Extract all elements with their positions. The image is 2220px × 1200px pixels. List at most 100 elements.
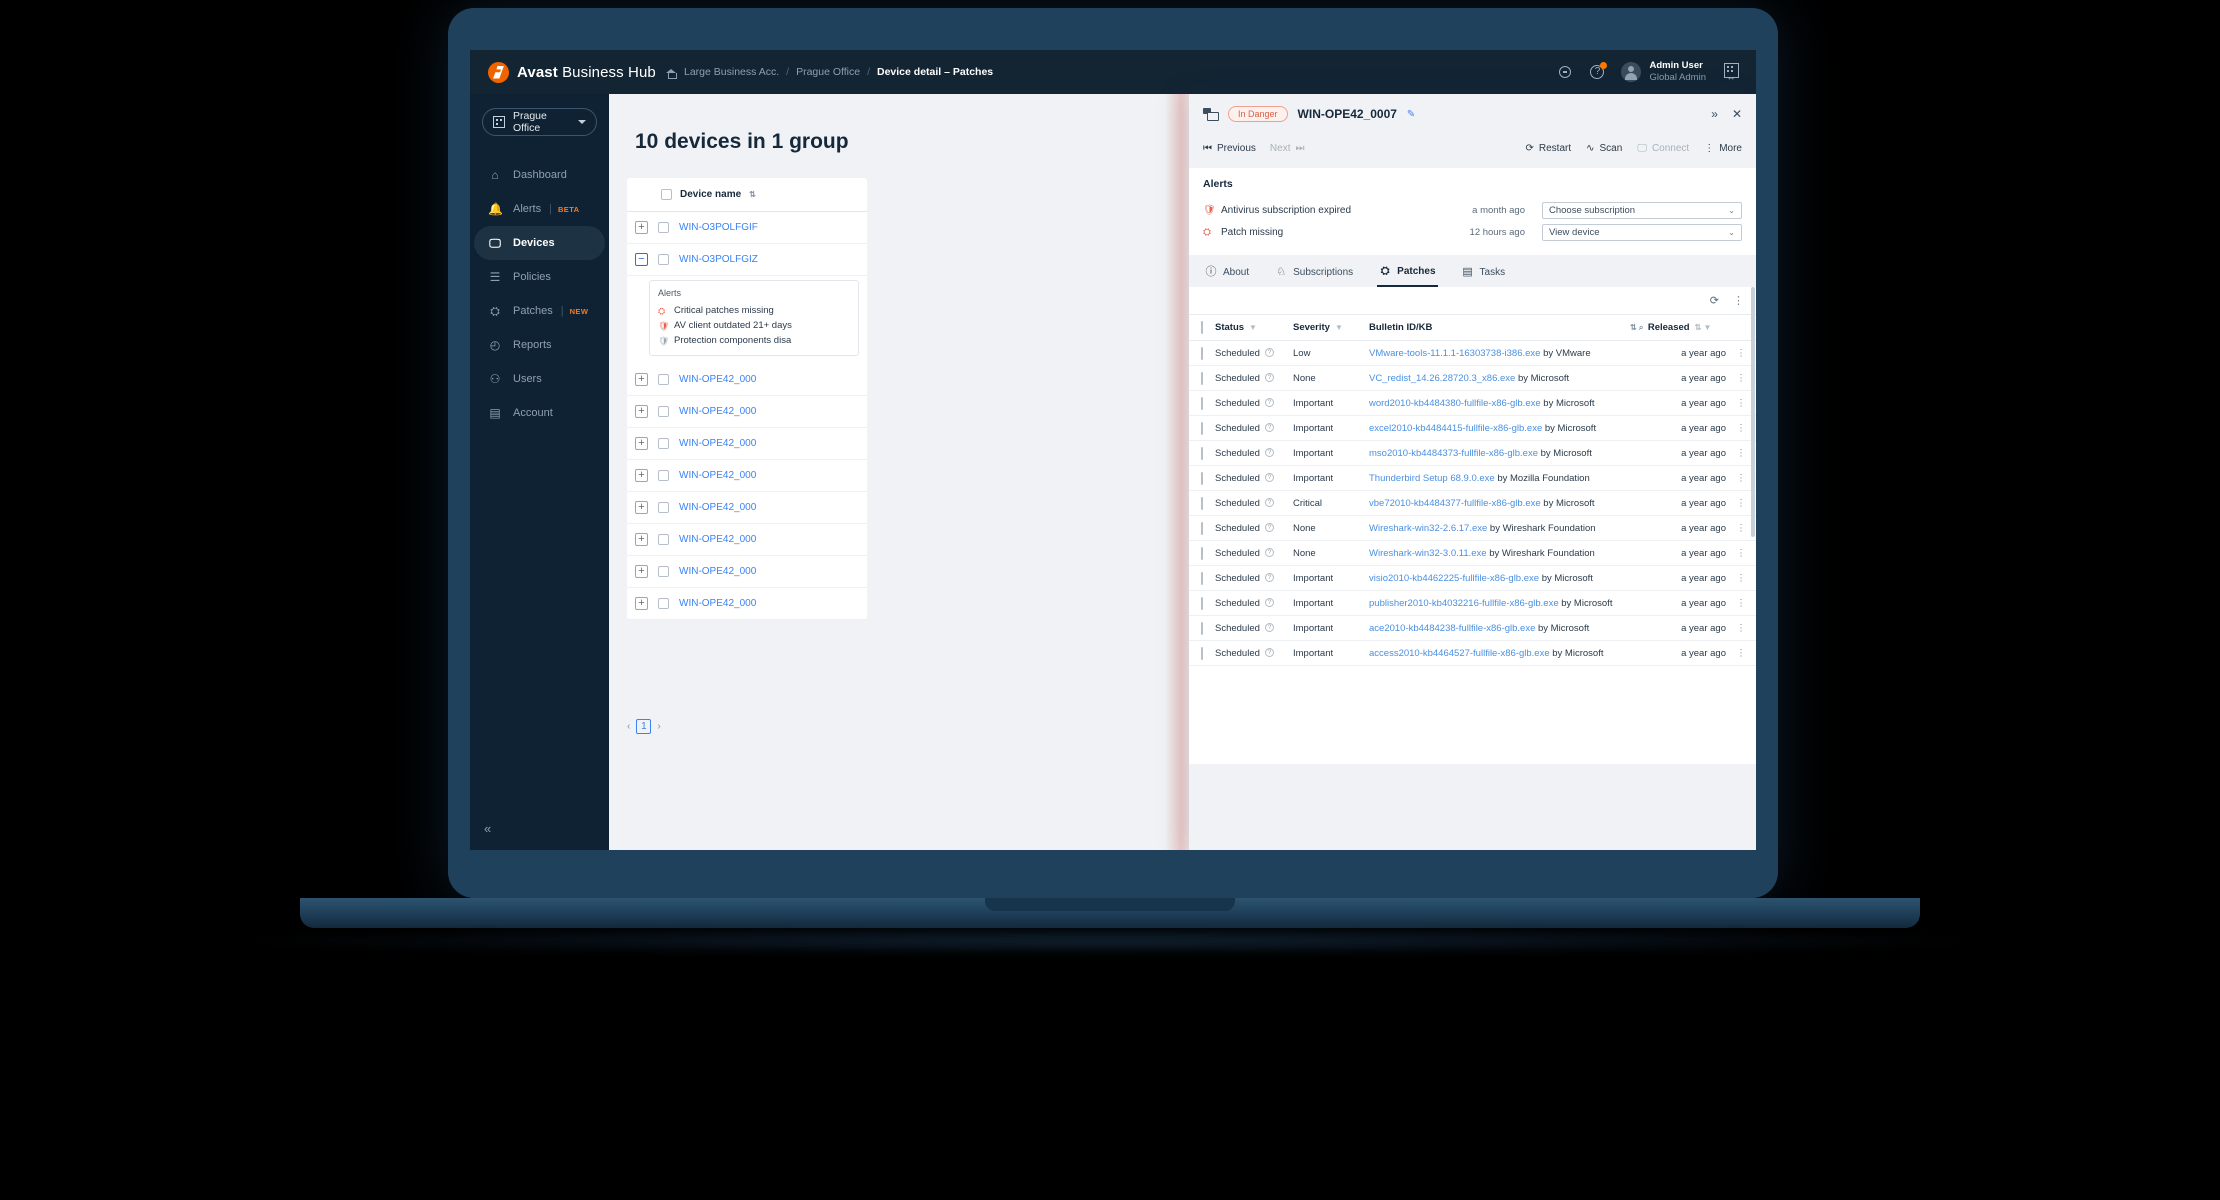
table-row[interactable]: Scheduled? Important ace2010-kb4484238-ful… — [1189, 615, 1756, 641]
connect-button[interactable]: 🖵 Connect — [1637, 143, 1689, 154]
help-tooltip-icon[interactable]: ? — [1264, 498, 1274, 508]
sidebar-item-reports[interactable]: ◴ Reports — [474, 328, 605, 362]
expand-row-icon[interactable]: + — [635, 221, 648, 234]
column-severity[interactable]: Severity ▼ — [1293, 314, 1369, 341]
restart-button[interactable]: ⟳ Restart — [1526, 143, 1572, 154]
kebab-icon[interactable]: ⋮ — [1736, 447, 1746, 459]
table-row[interactable]: + WIN-OPE42_000 — [627, 524, 867, 556]
alert-action-select[interactable]: Choose subscription ⌄ — [1542, 201, 1742, 219]
device-name-link[interactable]: WIN-OPE42_000 — [679, 470, 757, 481]
row-checkbox[interactable] — [658, 438, 669, 449]
scan-button[interactable]: ∿ Scan — [1586, 143, 1622, 154]
tab-patches[interactable]: ⛭ Patches — [1377, 257, 1438, 287]
breadcrumb-item-1[interactable]: Prague Office — [796, 66, 861, 78]
row-checkbox[interactable] — [1201, 396, 1203, 410]
row-checkbox[interactable] — [658, 406, 669, 417]
column-status[interactable]: Status ▼ — [1215, 314, 1293, 341]
device-name-link[interactable]: WIN-OPE42_000 — [679, 566, 757, 577]
next-device-button[interactable]: Next ⏭ — [1270, 143, 1305, 154]
filter-icon[interactable]: ▼ — [1249, 323, 1257, 332]
help-tooltip-icon[interactable]: ? — [1264, 398, 1274, 408]
previous-device-button[interactable]: ⏮ Previous — [1203, 143, 1256, 154]
row-checkbox[interactable] — [658, 222, 669, 233]
table-row[interactable]: + WIN-OPE42_000 — [627, 428, 867, 460]
bulletin-link[interactable]: mso2010-kb4484373-fullfile-x86-glb.exe — [1369, 447, 1538, 459]
expand-row-icon[interactable]: + — [635, 501, 648, 514]
kebab-icon[interactable]: ⋮ — [1736, 397, 1746, 409]
device-name-link[interactable]: WIN-OPE42_000 — [679, 502, 757, 513]
kebab-icon[interactable]: ⋮ — [1736, 547, 1746, 559]
table-row[interactable]: Scheduled? None Wireshark-win32-3.0.11.exe… — [1189, 540, 1756, 566]
kebab-icon[interactable]: ⋮ — [1736, 372, 1746, 384]
bulletin-link[interactable]: Thunderbird Setup 68.9.0.exe — [1369, 472, 1495, 484]
kebab-icon[interactable]: ⋮ — [1733, 295, 1744, 307]
sort-search-icons[interactable]: ⇅ ⌕ — [1630, 323, 1648, 332]
row-checkbox[interactable] — [1201, 371, 1203, 385]
row-checkbox[interactable] — [1201, 571, 1203, 585]
more-button[interactable]: ⋮ More — [1704, 143, 1742, 154]
expand-row-icon[interactable]: + — [635, 437, 648, 450]
help-icon[interactable] — [1589, 62, 1608, 81]
gear-icon[interactable] — [1557, 64, 1573, 80]
help-tooltip-icon[interactable]: ? — [1264, 573, 1274, 583]
bulletin-link[interactable]: ace2010-kb4484238-fullfile-x86-glb.exe — [1369, 622, 1536, 634]
row-checkbox[interactable] — [658, 502, 669, 513]
help-tooltip-icon[interactable]: ? — [1264, 423, 1274, 433]
row-checkbox[interactable] — [1201, 471, 1203, 485]
pagination-prev[interactable]: ‹ — [627, 721, 631, 732]
row-checkbox[interactable] — [1201, 346, 1203, 360]
table-row[interactable]: Scheduled? Important excel2010-kb4484415-f… — [1189, 415, 1756, 441]
bulletin-link[interactable]: VMware-tools-11.1.1-16303738-i386.exe — [1369, 347, 1541, 359]
table-row[interactable]: + WIN-OPE42_000 — [627, 588, 867, 620]
refresh-icon[interactable]: ⟳ — [1709, 295, 1719, 307]
bulletin-link[interactable]: excel2010-kb4484415-fullfile-x86-glb.exe — [1369, 422, 1543, 434]
pencil-icon[interactable]: ✎ — [1406, 108, 1416, 120]
alert-action-select[interactable]: View device ⌄ — [1542, 223, 1742, 241]
tab-about[interactable]: ⓘ About — [1203, 257, 1251, 287]
table-row[interactable]: + WIN-OPE42_000 — [627, 460, 867, 492]
device-name-link[interactable]: WIN-O3POLFGIF — [679, 222, 758, 233]
table-row[interactable]: + WIN-OPE42_000 — [627, 492, 867, 524]
select-all-patches-checkbox[interactable] — [1201, 321, 1203, 334]
table-row[interactable]: Scheduled? Important Thunderbird Setup 68.… — [1189, 465, 1756, 491]
table-row[interactable]: Scheduled? None VC_redist_14.26.28720.3_x8… — [1189, 365, 1756, 391]
tab-subscriptions[interactable]: ♘ Subscriptions — [1273, 257, 1355, 287]
table-row[interactable]: + WIN-OPE42_000 — [627, 364, 867, 396]
row-checkbox[interactable] — [658, 566, 669, 577]
filter-icon[interactable]: ⇅ ▼ — [1694, 323, 1712, 332]
table-row[interactable]: Scheduled? Important word2010-kb4484380-fu… — [1189, 390, 1756, 416]
sidebar-item-devices[interactable]: 🖵 Devices — [474, 226, 605, 260]
bulletin-link[interactable]: VC_redist_14.26.28720.3_x86.exe — [1369, 372, 1516, 384]
row-checkbox[interactable] — [658, 470, 669, 481]
kebab-icon[interactable]: ⋮ — [1736, 522, 1746, 534]
bulletin-link[interactable]: Wireshark-win32-2.6.17.exe — [1369, 522, 1488, 534]
table-row[interactable]: + WIN-OPE42_000 — [627, 396, 867, 428]
device-name-link[interactable]: WIN-OPE42_000 — [679, 534, 757, 545]
kebab-icon[interactable]: ⋮ — [1736, 347, 1746, 359]
table-row[interactable]: + WIN-OPE42_000 — [627, 556, 867, 588]
building-switch-icon[interactable] — [1722, 63, 1740, 82]
row-checkbox[interactable] — [658, 534, 669, 545]
table-row[interactable]: Scheduled? Low VMware-tools-11.1.1-1630373… — [1189, 340, 1756, 366]
brand-logo-area[interactable]: Avast Business Hub — [470, 61, 666, 83]
row-checkbox[interactable] — [1201, 646, 1203, 660]
sidebar-item-dashboard[interactable]: ⌂ Dashboard — [474, 158, 605, 192]
table-row[interactable]: Scheduled? Important mso2010-kb4484373-ful… — [1189, 440, 1756, 466]
breadcrumb-item-0[interactable]: Large Business Acc. — [684, 66, 780, 78]
device-name-link[interactable]: WIN-OPE42_000 — [679, 598, 757, 609]
bulletin-link[interactable]: vbe72010-kb4484377-fullfile-x86-glb.exe — [1369, 497, 1541, 509]
collapse-row-icon[interactable]: − — [635, 253, 648, 266]
table-row[interactable]: Scheduled? Important visio2010-kb4462225-f… — [1189, 565, 1756, 591]
table-row[interactable]: Scheduled? Important publisher2010-kb40322… — [1189, 590, 1756, 616]
table-row[interactable]: − WIN-O3POLFGIZ — [627, 244, 867, 276]
row-checkbox[interactable] — [1201, 521, 1203, 535]
pagination-next[interactable]: › — [657, 721, 661, 732]
column-bulletin[interactable]: Bulletin ID/KB — [1369, 314, 1630, 341]
row-checkbox[interactable] — [1201, 621, 1203, 635]
table-row[interactable]: + WIN-O3POLFGIF — [627, 212, 867, 244]
help-tooltip-icon[interactable]: ? — [1264, 523, 1274, 533]
expand-drawer-icon[interactable]: » — [1711, 107, 1718, 121]
bulletin-link[interactable]: visio2010-kb4462225-fullfile-x86-glb.exe — [1369, 572, 1540, 584]
bulletin-link[interactable]: word2010-kb4484380-fullfile-x86-glb.exe — [1369, 397, 1541, 409]
office-selector[interactable]: Prague Office — [482, 108, 597, 136]
